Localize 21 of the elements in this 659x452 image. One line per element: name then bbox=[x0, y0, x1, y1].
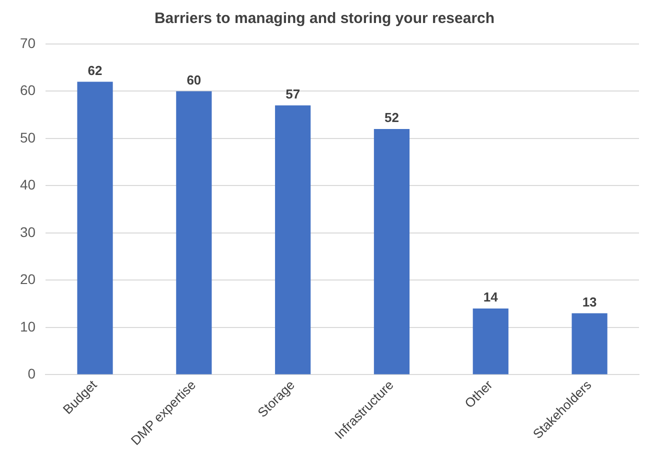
bar bbox=[374, 129, 410, 374]
bar bbox=[176, 91, 212, 374]
y-tick-label: 50 bbox=[20, 129, 36, 146]
data-label: 52 bbox=[384, 110, 399, 126]
y-tick-label: 20 bbox=[20, 271, 36, 288]
bar bbox=[572, 313, 608, 374]
y-tick-label: 10 bbox=[20, 318, 36, 334]
data-label: 14 bbox=[483, 290, 499, 305]
bar bbox=[472, 308, 508, 374]
bar bbox=[77, 82, 113, 374]
y-tick-label: 0 bbox=[28, 366, 36, 382]
y-tick-label: 40 bbox=[20, 176, 36, 193]
data-label: 62 bbox=[88, 62, 102, 78]
data-label: 57 bbox=[286, 86, 300, 102]
y-tick-label: 30 bbox=[20, 224, 36, 240]
y-tick-label: 70 bbox=[20, 34, 36, 51]
data-label: 13 bbox=[582, 294, 597, 310]
bar bbox=[275, 105, 311, 374]
data-label: 60 bbox=[186, 72, 202, 88]
y-tick-label: 60 bbox=[20, 82, 36, 98]
chart-title: Barriers to managing and storing your research bbox=[154, 10, 495, 28]
